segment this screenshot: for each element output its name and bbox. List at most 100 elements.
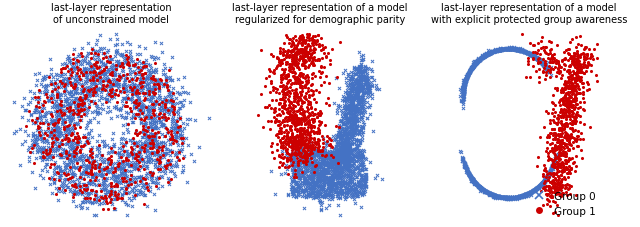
- Point: [91, 199, 101, 203]
- Point: [342, 97, 353, 100]
- Point: [543, 174, 554, 177]
- Point: [528, 44, 538, 48]
- Point: [351, 128, 361, 131]
- Point: [344, 187, 354, 191]
- Point: [74, 151, 84, 154]
- Point: [332, 159, 342, 163]
- Point: [460, 78, 470, 81]
- Point: [70, 158, 81, 162]
- Point: [298, 169, 308, 173]
- Point: [559, 142, 570, 146]
- Point: [541, 67, 552, 71]
- Point: [546, 167, 556, 170]
- Point: [168, 141, 178, 145]
- Point: [76, 172, 86, 175]
- Point: [346, 156, 356, 160]
- Point: [345, 174, 355, 178]
- Point: [560, 183, 570, 187]
- Point: [550, 200, 560, 204]
- Point: [550, 111, 560, 114]
- Point: [104, 161, 114, 165]
- Point: [467, 66, 477, 70]
- Point: [105, 38, 115, 42]
- Point: [545, 66, 556, 69]
- Point: [294, 151, 304, 155]
- Point: [345, 140, 355, 143]
- Point: [292, 170, 303, 174]
- Point: [516, 194, 527, 198]
- Point: [116, 192, 127, 196]
- Point: [344, 104, 354, 108]
- Point: [498, 48, 508, 52]
- Point: [312, 188, 323, 191]
- Point: [276, 136, 287, 140]
- Point: [125, 146, 136, 149]
- Point: [518, 193, 529, 197]
- Point: [118, 85, 128, 89]
- Point: [72, 192, 82, 196]
- Point: [32, 129, 42, 132]
- Point: [477, 187, 487, 191]
- Point: [471, 182, 481, 186]
- Point: [295, 80, 305, 84]
- Point: [140, 144, 150, 148]
- Point: [583, 61, 593, 65]
- Point: [281, 137, 291, 141]
- Point: [353, 85, 364, 89]
- Point: [464, 72, 474, 75]
- Point: [121, 158, 131, 162]
- Point: [94, 166, 104, 170]
- Point: [355, 149, 365, 153]
- Point: [321, 157, 332, 160]
- Point: [458, 96, 468, 100]
- Point: [153, 159, 163, 162]
- Point: [350, 103, 360, 107]
- Point: [466, 176, 476, 180]
- Point: [97, 73, 107, 76]
- Point: [352, 92, 362, 96]
- Point: [308, 126, 319, 130]
- Point: [551, 178, 561, 182]
- Point: [335, 175, 346, 179]
- Point: [340, 155, 351, 158]
- Point: [124, 170, 134, 173]
- Point: [312, 179, 323, 182]
- Point: [488, 193, 498, 197]
- Point: [477, 55, 488, 59]
- Point: [553, 132, 563, 136]
- Point: [574, 88, 584, 91]
- Point: [456, 91, 467, 95]
- Point: [479, 54, 490, 57]
- Point: [161, 99, 171, 103]
- Point: [335, 187, 346, 190]
- Point: [66, 161, 76, 164]
- Point: [293, 159, 303, 163]
- Point: [561, 84, 572, 88]
- Point: [81, 186, 92, 190]
- Point: [89, 74, 99, 77]
- Point: [65, 118, 76, 122]
- Point: [536, 59, 546, 63]
- Point: [76, 106, 86, 109]
- Point: [324, 176, 335, 180]
- Point: [287, 121, 298, 125]
- Point: [463, 74, 473, 77]
- Point: [292, 110, 302, 114]
- Point: [295, 74, 305, 78]
- Point: [356, 80, 366, 83]
- Point: [318, 173, 328, 177]
- Point: [506, 196, 516, 199]
- Point: [482, 190, 492, 194]
- Point: [573, 62, 583, 65]
- Point: [522, 193, 532, 196]
- Point: [565, 86, 575, 90]
- Point: [332, 177, 342, 180]
- Point: [166, 130, 176, 134]
- Point: [515, 49, 525, 53]
- Point: [573, 64, 583, 68]
- Point: [357, 161, 367, 165]
- Point: [356, 156, 366, 160]
- Point: [349, 166, 360, 170]
- Point: [112, 43, 122, 47]
- Point: [360, 168, 371, 171]
